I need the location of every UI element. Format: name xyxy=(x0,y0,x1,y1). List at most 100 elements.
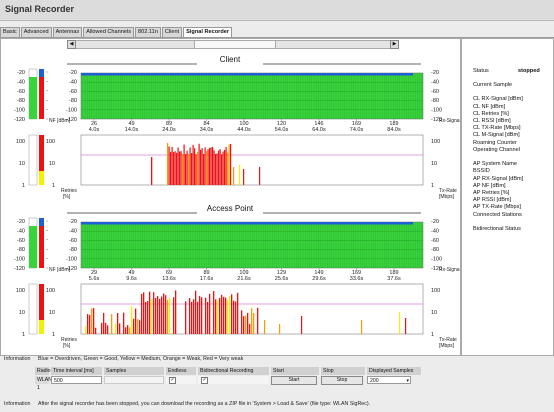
time-tick-label: 84.0s xyxy=(387,127,401,133)
scroll-thumb[interactable] xyxy=(194,41,276,48)
retries-bar xyxy=(233,167,235,185)
header-bidirectional: Bidirectional Recording xyxy=(198,367,269,375)
y-tick-label: 1 xyxy=(22,183,25,189)
retries-bar xyxy=(195,290,197,334)
tab-signal-recorder[interactable]: Signal Recorder xyxy=(183,27,233,37)
y-tick-label: -60 xyxy=(17,89,25,95)
header-samples: Samples xyxy=(104,367,164,375)
retries-bar xyxy=(216,153,218,185)
tab-advanced[interactable]: Advanced xyxy=(20,27,52,37)
status-item: AP RX-Signal [dBm] xyxy=(473,175,524,182)
y-tick-label-right: -40 xyxy=(431,228,439,234)
signal-plot-area xyxy=(80,221,424,269)
retries-gauge-low xyxy=(39,320,44,334)
retries-bar xyxy=(194,148,196,185)
retries-bar xyxy=(257,307,259,334)
y-tick-label: -120 xyxy=(14,117,25,123)
status-item: AP RSSI [dBm] xyxy=(473,197,512,204)
y-tick-label: -80 xyxy=(17,98,25,104)
retries-bar xyxy=(279,324,281,334)
tab-basic[interactable]: Basic xyxy=(0,27,20,37)
title-bar: Signal Recorder xyxy=(0,0,554,21)
retries-bar xyxy=(193,299,195,334)
header-start: Start xyxy=(271,367,319,375)
sample-tick-label: 189 xyxy=(389,270,398,276)
timeline-scrollbar[interactable]: ◀ ▶ xyxy=(67,40,399,49)
retries-gauge-low xyxy=(39,171,44,185)
y-tick-label: -100 xyxy=(66,108,77,114)
y-tick-label-right: -60 xyxy=(431,238,439,244)
retries-bar xyxy=(192,144,194,185)
tab-divider xyxy=(0,37,554,38)
y-tick-label: -120 xyxy=(66,266,77,272)
retries-bar xyxy=(186,150,188,185)
header-displayed-samples: Displayed Samples xyxy=(367,367,421,375)
retries-bar xyxy=(170,151,172,185)
nf-gauge-fill xyxy=(29,226,37,268)
legend-info-text: Blue = Overdriven, Green = Good, Yellow … xyxy=(38,356,244,362)
retries-bar xyxy=(123,312,125,334)
time-tick-label: 37.6s xyxy=(387,276,401,282)
retries-bar xyxy=(249,323,251,334)
footer-info-text: After the signal recorder has been stopp… xyxy=(38,401,371,407)
sample-tick-label: 69 xyxy=(166,270,172,276)
status-item: AP NF [dBm] xyxy=(473,182,506,189)
retries-bar xyxy=(163,293,165,334)
retries-bar xyxy=(95,327,97,334)
retries-bar xyxy=(174,151,176,185)
retries-bar xyxy=(245,315,247,334)
retries-bar xyxy=(105,322,107,334)
status-item: CL Retries [%] xyxy=(473,110,509,117)
y-tick-label: 100 xyxy=(46,139,55,145)
status-item: Current Sample xyxy=(473,82,513,88)
retries-gauge xyxy=(28,134,38,186)
status-item: AP Retries [%] xyxy=(473,190,510,196)
tab-802-11n[interactable]: 802.11n xyxy=(135,27,161,37)
tx-rate-axis-label: Tx-Rate xyxy=(439,337,457,343)
tab-client[interactable]: Client xyxy=(161,27,183,37)
retries-bar xyxy=(103,312,105,334)
y-tick-label: 100 xyxy=(16,139,25,145)
retries-bar xyxy=(177,147,179,185)
y-tick-label: 1 xyxy=(52,332,55,338)
y-tick-label: 100 xyxy=(16,288,25,294)
retries-bar xyxy=(85,326,87,334)
retries-bar xyxy=(405,318,407,334)
displayed-samples-value: 200 xyxy=(370,378,379,384)
tab-allowed-channels[interactable]: Allowed Channels xyxy=(83,27,134,37)
retries-bar xyxy=(117,313,119,334)
endless-checkbox[interactable]: ✓ xyxy=(169,377,176,384)
retries-bar xyxy=(185,301,187,334)
scroll-right-icon[interactable]: ▶ xyxy=(390,40,399,49)
retries-bar xyxy=(197,151,199,185)
recorder-charts: Client -20 -20 -20 -40 -40 -40 -60 -60 -60 -80 -80 -… xyxy=(14,55,460,349)
y-tick-label: -40 xyxy=(69,79,77,85)
retries-bar xyxy=(213,150,215,185)
sample-tick-label: 49 xyxy=(128,121,134,127)
retries-bar xyxy=(223,296,225,334)
sample-tick-label: 129 xyxy=(277,270,286,276)
retries-bar xyxy=(235,301,237,334)
retries-bar xyxy=(210,147,212,185)
bidirectional-checkbox[interactable]: ✓ xyxy=(201,377,208,384)
header-stop: Stop xyxy=(321,367,365,375)
start-button[interactable]: Start xyxy=(271,376,317,385)
rx-gauge xyxy=(39,69,44,119)
time-tick-label: 13.6s xyxy=(162,276,176,282)
y-tick-label: -100 xyxy=(66,257,77,263)
time-interval-input[interactable]: 500 xyxy=(51,376,102,384)
retries-bar xyxy=(180,151,182,185)
tab-antennas[interactable]: Antennas xyxy=(52,27,83,37)
retries-bar xyxy=(225,297,227,334)
retries-bar xyxy=(209,147,211,185)
retries-bar xyxy=(188,153,190,185)
stop-button[interactable]: Stop xyxy=(321,376,363,385)
status-value: stopped xyxy=(518,68,540,74)
chevron-down-icon: ▾ xyxy=(406,378,409,384)
y-tick-label: -60 xyxy=(69,89,77,95)
displayed-samples-select[interactable]: 200 ▾ xyxy=(367,376,411,384)
samples-input[interactable] xyxy=(104,376,164,384)
scroll-left-icon[interactable]: ◀ xyxy=(67,40,76,49)
retries-bar xyxy=(230,143,232,185)
retries-bar xyxy=(219,297,221,334)
